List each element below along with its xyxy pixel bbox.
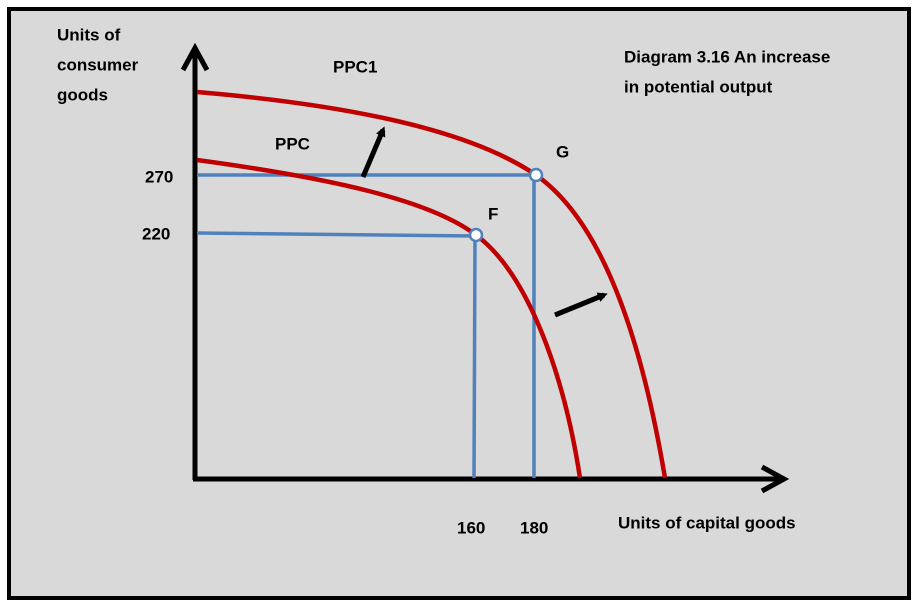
y-value-label: 220 — [142, 224, 170, 243]
shift-arrow — [554, 292, 608, 318]
frame — [7, 7, 911, 600]
point-marker — [528, 167, 544, 183]
point-marker — [468, 227, 484, 243]
y-axis-arrow — [180, 42, 210, 72]
shift-arrow — [360, 126, 386, 178]
y-axis-label: Units of — [57, 25, 121, 44]
y-axis-label: consumer — [57, 55, 139, 74]
curve-label: PPC — [275, 134, 310, 153]
x-axis-label: Units of capital goods — [618, 513, 796, 532]
title: in potential output — [624, 77, 773, 96]
x-axis-arrow — [760, 464, 790, 494]
curve-label: PPC1 — [333, 57, 377, 76]
guide-line — [472, 236, 477, 479]
y-axis-label: goods — [57, 85, 108, 104]
point-label: F — [488, 204, 498, 223]
y-value-label: 270 — [145, 167, 173, 186]
point-label: G — [556, 142, 569, 161]
title: Diagram 3.16 An increase — [624, 47, 830, 66]
x-value-label: 180 — [520, 518, 548, 537]
x-value-label: 160 — [457, 518, 485, 537]
guide-line — [196, 231, 477, 238]
